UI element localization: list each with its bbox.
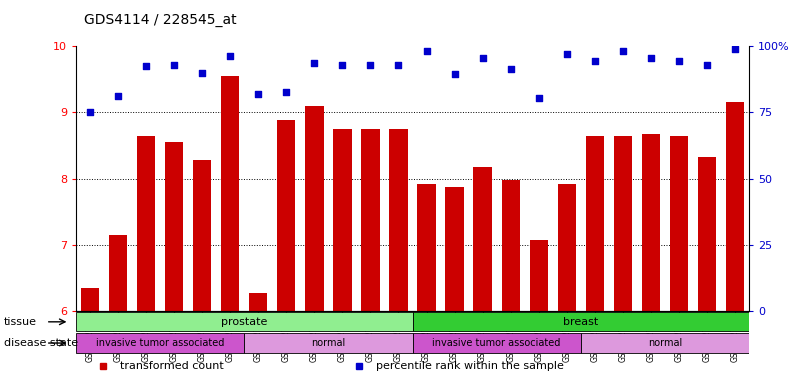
Bar [109,235,127,311]
Point [139,63,152,69]
Point [364,61,377,68]
Bar [277,120,296,311]
Point [505,66,517,72]
Bar [244,333,413,353]
Point [449,71,461,77]
Point [700,61,713,68]
Bar [614,136,632,311]
Bar [76,312,413,331]
Bar [726,103,744,311]
Text: GDS4114 / 228545_at: GDS4114 / 228545_at [84,13,237,27]
Point [476,55,489,61]
Bar [137,136,155,311]
Point [561,51,574,57]
Bar [413,312,749,331]
Bar [581,333,749,353]
Point [168,61,181,68]
Bar [165,142,183,311]
Bar [529,240,548,311]
Bar [642,134,660,311]
Point [84,109,96,116]
Bar [361,129,380,311]
Bar [76,333,244,353]
Text: invasive tumor associated: invasive tumor associated [96,338,224,348]
Bar [81,288,99,311]
Bar [221,76,239,311]
Text: normal: normal [312,338,345,348]
Point [280,89,293,96]
Bar [193,160,211,311]
Point [195,70,208,76]
Point [616,48,629,55]
Point [308,60,320,66]
Point [421,48,433,55]
Bar [249,293,268,311]
Point [644,55,657,61]
Bar [473,167,492,311]
Point [532,95,545,101]
Point [588,58,601,64]
Text: tissue: tissue [4,317,37,327]
Bar [417,184,436,311]
Text: invasive tumor associated: invasive tumor associated [433,338,561,348]
Bar [501,180,520,311]
Bar [389,129,408,311]
Text: disease state: disease state [4,338,78,348]
Text: breast: breast [563,317,598,327]
Bar [333,129,352,311]
Bar [413,333,581,353]
Bar [670,136,688,311]
Point [224,53,237,59]
Point [336,61,349,68]
Bar [445,187,464,311]
Bar [557,184,576,311]
Text: normal: normal [648,338,682,348]
Point [672,58,685,64]
Bar [586,136,604,311]
Point [728,46,741,53]
Bar [698,157,716,311]
Point [111,93,125,99]
Point [252,91,264,97]
Bar [305,106,324,311]
Text: percentile rank within the sample: percentile rank within the sample [376,361,563,371]
Point [392,61,405,68]
Text: prostate: prostate [221,317,268,327]
Text: transformed count: transformed count [120,361,223,371]
